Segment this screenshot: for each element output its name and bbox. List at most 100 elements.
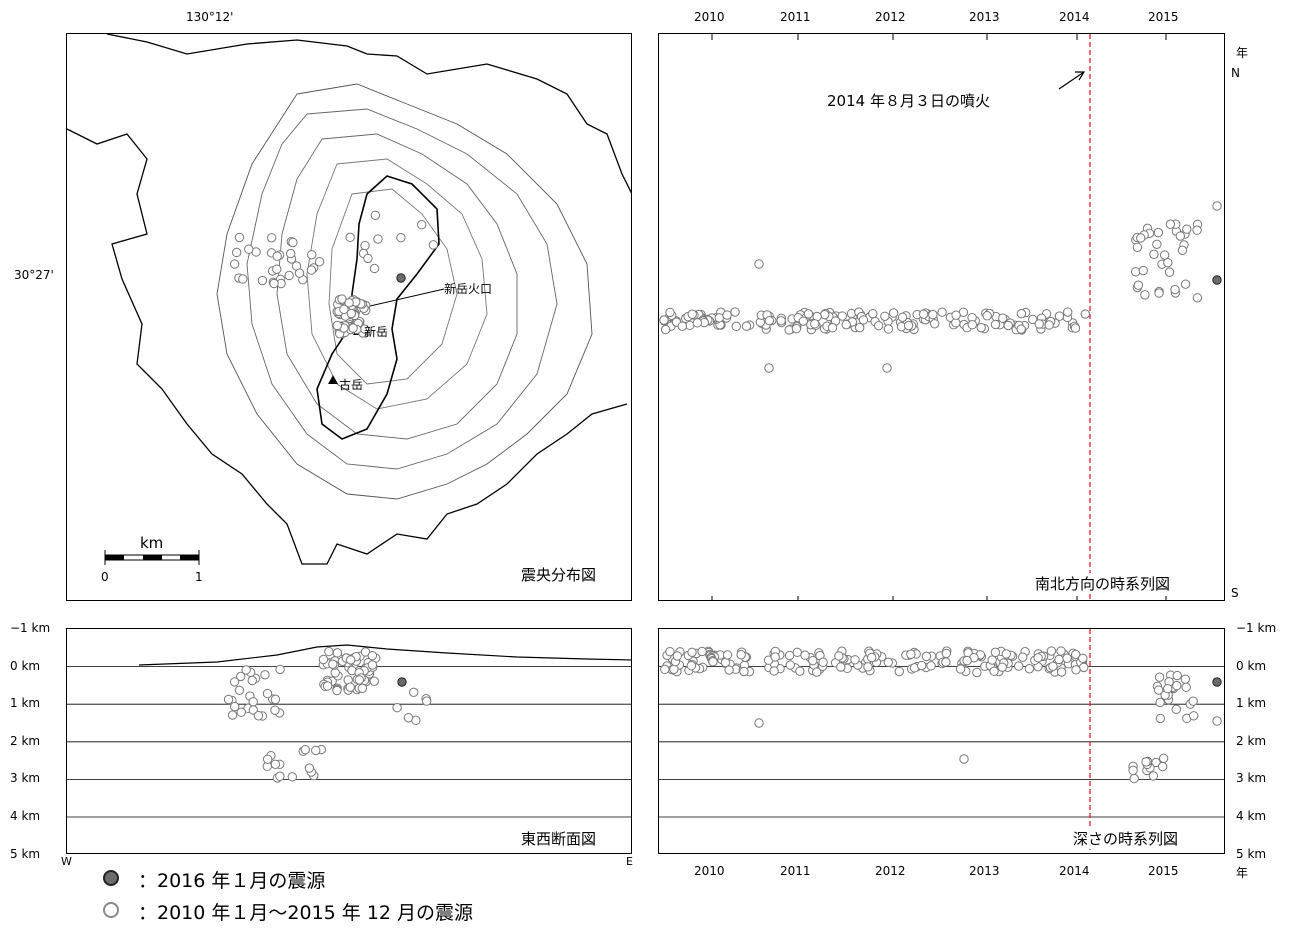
depth-event-marker: [784, 650, 795, 661]
ew-event-marker: [354, 675, 365, 685]
depth-event-marker: [866, 652, 877, 663]
ns-year-unit: 年: [1236, 46, 1249, 60]
depth-event-marker: [1154, 672, 1165, 682]
depth-event-marker: [989, 666, 999, 676]
ew-event-marker: [369, 676, 379, 686]
ns-event-marker: [764, 363, 774, 373]
ew-event-marker: [234, 685, 245, 695]
ns-event-marker: [1182, 224, 1192, 234]
ns-event-marker: [731, 321, 741, 332]
top-year-label-2013: 2013: [969, 10, 1000, 24]
depth-event-marker: [708, 657, 718, 667]
depth-event-marker: [997, 662, 1007, 672]
map-lon-label: 130°12': [186, 10, 234, 24]
depth-event-marker: [1013, 661, 1024, 671]
map-event-marker: [339, 304, 349, 315]
bottom-year-label-2015: 2015: [1148, 864, 1179, 878]
map-event-marker: [360, 240, 370, 251]
ew-event-marker: [367, 650, 378, 661]
ew-event-marker: [227, 710, 238, 720]
ns-event-marker: [854, 322, 865, 333]
depth-event-marker-2016: [1212, 677, 1222, 687]
map-event-marker: [234, 232, 245, 243]
ew-event-marker: [332, 648, 343, 658]
ew-event-marker: [403, 713, 414, 723]
ns-event-marker: [1159, 250, 1170, 260]
ns-event-marker: [967, 320, 977, 330]
ns-event-marker: [903, 320, 914, 331]
eruption-label: 2014 年８月３日の噴火: [827, 92, 990, 110]
depth-event-marker: [686, 660, 697, 671]
map-event-marker: [344, 298, 354, 308]
ew-event-marker: [318, 654, 329, 665]
ns-event-marker: [1192, 225, 1202, 235]
depth-event-marker: [687, 647, 697, 657]
depth-event-marker: [1172, 670, 1182, 681]
ew-event-marker: [345, 682, 355, 692]
map-lat-label: 30°27': [14, 268, 54, 282]
ew-depth-label-5: 4 km: [10, 809, 41, 823]
map-event-marker: [244, 244, 254, 254]
ew-event-marker: [275, 664, 285, 675]
ew-event-marker: [275, 771, 285, 781]
ns-event-marker: [1165, 219, 1176, 229]
map-event-marker: [306, 265, 317, 275]
ns-event-marker: [841, 319, 851, 330]
ns-event-marker: [776, 316, 786, 326]
epicenter-map: 新岳火口 新岳 古岳 km 0 1 震央分布図: [66, 33, 632, 601]
depth-event-marker: [736, 650, 746, 660]
ew-event-marker: [421, 696, 432, 706]
ns-event-marker: [837, 311, 847, 321]
ns-event-marker: [714, 313, 724, 323]
depth-event-marker: [962, 655, 972, 666]
depth-event-marker: [863, 662, 873, 672]
top-year-label-2010: 2010: [694, 10, 725, 24]
ns-event-marker: [1054, 311, 1065, 321]
depth-event-marker: [769, 666, 779, 676]
ew-plot: [67, 644, 631, 818]
ns-event-marker: [722, 310, 732, 320]
scale-right: 1: [195, 570, 203, 584]
depth-event-marker: [785, 660, 795, 670]
depth-event-marker: [795, 666, 805, 676]
depth-event-marker: [1163, 683, 1173, 694]
scale-unit: km: [140, 534, 164, 552]
ns-event-marker: [660, 324, 671, 335]
ew-depth-label-2: 1 km: [10, 696, 41, 711]
ns-event-marker: [1170, 284, 1180, 295]
map-event-marker: [238, 274, 248, 284]
depth-plot: [659, 629, 1224, 853]
depth-event-marker: [800, 650, 810, 660]
depth-event-marker: [906, 649, 916, 659]
ns-event-marker: [1003, 320, 1013, 331]
ew-event-marker-2016: [397, 677, 407, 687]
depth-event-marker: [1056, 667, 1067, 677]
map-title: 震央分布図: [519, 564, 599, 585]
ns-event-marker: [1080, 309, 1090, 319]
ns-event-marker: [1063, 307, 1073, 317]
ns-event-marker: [1132, 242, 1143, 252]
ns-event-marker: [883, 324, 894, 334]
top-year-label-2014: 2014: [1059, 10, 1090, 24]
ns-event-marker: [1175, 231, 1185, 241]
map-event-marker: [229, 259, 240, 269]
ns-event-marker: [897, 312, 908, 323]
ew-event-marker: [229, 677, 240, 687]
map-event-marker: [348, 323, 358, 333]
depth-event-marker: [1071, 649, 1081, 660]
depth-event-marker: [894, 666, 904, 677]
depth-event-marker: [1148, 771, 1159, 781]
ns-event-marker: [858, 315, 869, 325]
map-event-marker-2016: [396, 273, 406, 283]
ns-event-marker: [1140, 290, 1150, 300]
depth-title: 深さの時系列図: [1071, 828, 1181, 849]
ew-event-marker: [262, 754, 273, 764]
ns-event-marker: [976, 322, 986, 333]
depth-event-marker: [724, 665, 734, 675]
depth-event-marker: [941, 657, 951, 667]
depth-event-marker: [883, 657, 893, 668]
ew-event-marker: [409, 687, 419, 698]
ew-event-marker: [229, 701, 240, 712]
map-event-marker: [369, 263, 380, 274]
ns-north-label: N: [1231, 66, 1240, 80]
